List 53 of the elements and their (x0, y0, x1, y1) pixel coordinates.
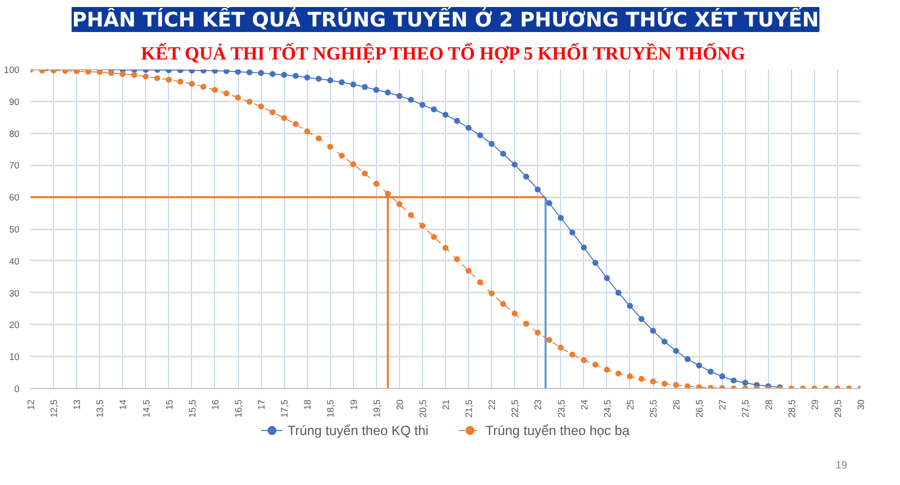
x-tick-label: 22,5 (510, 400, 520, 418)
legend-label: Trúng tuyển theo học bạ (486, 422, 630, 438)
x-tick-label: 29 (810, 399, 820, 410)
x-tick-label: 17,5 (280, 400, 290, 418)
y-tick-label: 10 (9, 352, 20, 362)
x-tick-label: 26,5 (694, 400, 705, 418)
x-tick-label: 19,5 (372, 400, 382, 418)
x-tick-label: 12,5 (49, 400, 60, 418)
x-tick-label: 14,5 (141, 400, 152, 418)
x-tick-label: 29,5 (832, 400, 843, 418)
x-tick-label: 15,5 (187, 400, 198, 418)
x-tick-label: 13 (72, 399, 82, 410)
y-tick-label: 70 (9, 160, 20, 171)
x-tick-label: 15 (164, 399, 174, 410)
x-tick-label: 14 (118, 399, 128, 410)
x-tick-label: 25,5 (648, 400, 658, 418)
y-tick-label: 0 (14, 384, 20, 394)
legend-label: Trúng tuyển theo KQ thi (287, 422, 429, 438)
x-tick-label: 23 (533, 399, 544, 410)
x-tick-label: 28,5 (786, 400, 797, 418)
x-tick-label: 23,5 (556, 400, 566, 418)
x-tick-label: 30 (856, 399, 866, 410)
x-tick-label: 17 (256, 399, 267, 410)
x-tick-label: 27,5 (740, 400, 751, 418)
y-tick-label: 20 (9, 320, 20, 330)
x-tick-label: 12 (26, 399, 36, 410)
chart-subtitle: KẾT QUẢ THI TỐT NGHIỆP THEO TỔ HỢP 5 KHỐI TRUYỀN THỐNG (140, 42, 746, 64)
chart-title: PHÂN TÍCH KẾT QUẢ TRÚNG TUYỂN Ở 2 PHƯƠNG THỨC XÉT TUYỂN (72, 4, 819, 32)
x-tick-label: 24 (579, 399, 590, 410)
x-tick-label: 24,5 (602, 400, 612, 418)
x-tick-label: 25 (625, 399, 636, 410)
x-tick-label: 13,5 (95, 400, 106, 418)
x-tick-label: 26 (672, 399, 682, 410)
x-tick-label: 18,5 (326, 400, 336, 418)
text: 19 (836, 460, 848, 472)
y-tick-label: 40 (9, 256, 20, 266)
x-tick-label: 28 (764, 399, 774, 410)
y-tick-label: 80 (9, 128, 20, 139)
y-tick-label: 30 (9, 288, 20, 298)
x-tick-label: 19 (348, 399, 359, 410)
y-tick-label: 100 (4, 65, 20, 75)
x-tick-label: 16,5 (234, 400, 244, 418)
x-tick-label: 27 (718, 399, 728, 410)
x-tick-label: 21 (441, 399, 451, 410)
x-tick-label: 18 (302, 399, 313, 410)
y-tick-label: 60 (9, 192, 20, 203)
y-tick-label: 90 (9, 96, 20, 107)
x-tick-label: 20,5 (418, 400, 428, 418)
x-tick-label: 22 (487, 399, 498, 410)
x-tick-label: 21,5 (464, 400, 474, 418)
x-tick-label: 16 (210, 399, 220, 410)
x-tick-label: 20 (394, 399, 405, 410)
y-tick-label: 50 (9, 224, 20, 234)
